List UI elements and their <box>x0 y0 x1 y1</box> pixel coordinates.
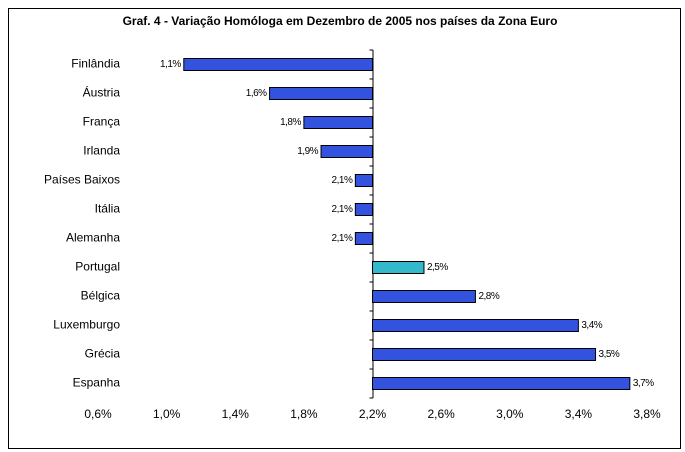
chart-frame <box>8 8 681 449</box>
value-label: 2,1% <box>332 233 353 244</box>
bar <box>372 348 597 361</box>
value-label: 1,6% <box>246 88 267 99</box>
y-tick-label: Áustria <box>83 85 121 100</box>
x-tick-label: 1,4% <box>222 407 250 421</box>
bar <box>372 290 476 303</box>
x-tick-label: 2,6% <box>427 407 455 421</box>
value-label: 1,8% <box>280 117 301 128</box>
bar <box>183 58 373 71</box>
bar <box>354 174 373 187</box>
value-label: 1,1% <box>160 59 181 70</box>
x-tick-label: 0,6% <box>84 407 112 421</box>
y-tick-label: Países Baixos <box>44 173 120 187</box>
value-label: 3,4% <box>581 320 602 331</box>
y-tick-label: Grécia <box>85 347 121 361</box>
bar <box>269 87 373 100</box>
bar <box>372 261 425 274</box>
x-tick-label: 3,0% <box>496 407 524 421</box>
value-label: 2,1% <box>332 204 353 215</box>
value-label: 3,5% <box>599 349 620 360</box>
bar <box>303 116 373 129</box>
bar <box>372 377 631 390</box>
value-label: 2,5% <box>427 262 448 273</box>
value-label: 1,9% <box>297 146 318 157</box>
y-tick-label: Portugal <box>75 260 120 274</box>
value-label: 2,8% <box>478 291 499 302</box>
bar <box>320 145 373 158</box>
bar <box>354 203 373 216</box>
bar <box>372 319 579 332</box>
x-tick-label: 1,0% <box>153 407 181 421</box>
y-tick-label: Irlanda <box>83 144 120 158</box>
y-tick-label: Itália <box>95 202 121 216</box>
y-tick-label: Alemanha <box>66 231 120 245</box>
y-tick-label: Espanha <box>73 376 121 390</box>
x-tick-label: 2,2% <box>359 407 387 421</box>
y-tick-label: Bélgica <box>81 289 121 303</box>
x-tick-label: 1,8% <box>290 407 318 421</box>
value-label: 3,7% <box>633 378 654 389</box>
y-tick-label: Finlândia <box>71 57 120 71</box>
y-tick-label: Luxemburgo <box>53 318 120 332</box>
y-tick-label: França <box>83 115 121 129</box>
value-label: 2,1% <box>332 175 353 186</box>
chart-title: Graf. 4 - Variação Homóloga em Dezembro … <box>123 14 558 28</box>
bar <box>354 232 373 245</box>
x-tick-label: 3,8% <box>633 407 661 421</box>
x-tick-label: 3,4% <box>565 407 593 421</box>
